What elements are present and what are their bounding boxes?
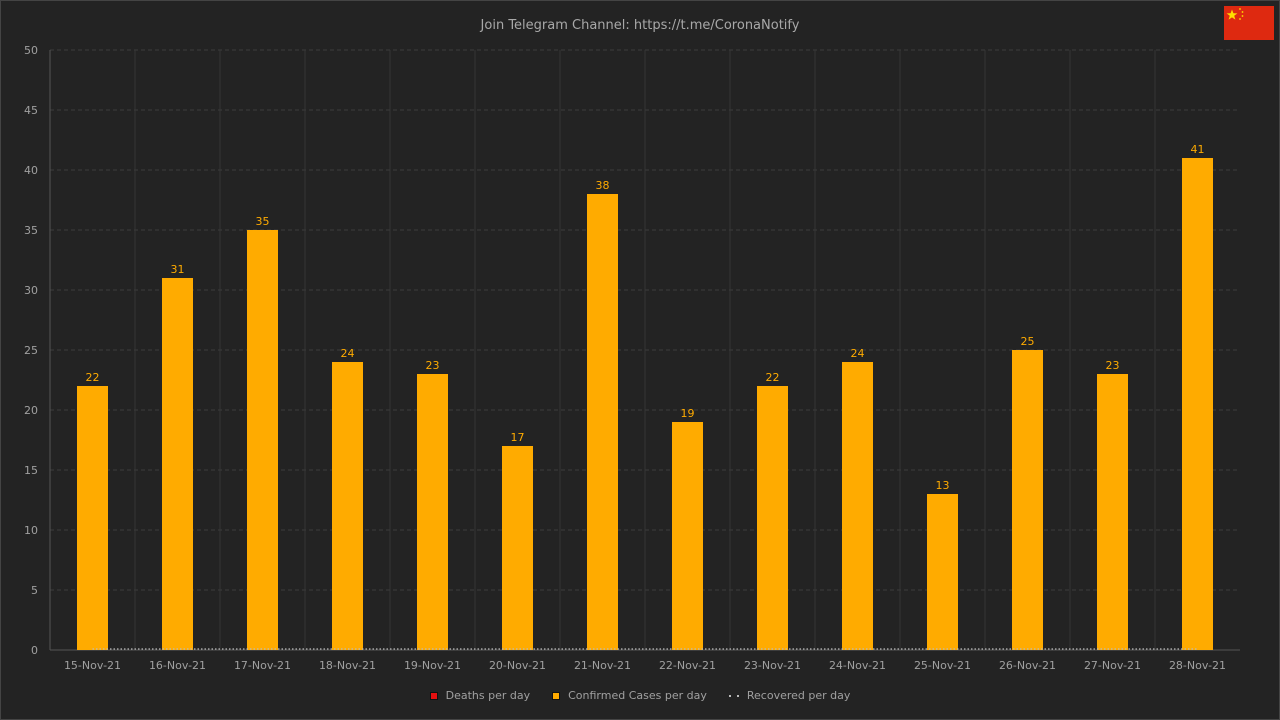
legend-item-deaths[interactable]: Deaths per day (429, 689, 531, 702)
x-tick-label: 22-Nov-21 (659, 659, 716, 672)
legend-item-confirmed[interactable]: Confirmed Cases per day (552, 689, 707, 702)
y-tick-label: 20 (24, 404, 38, 417)
x-tick-label: 17-Nov-21 (234, 659, 291, 672)
bar-confirmed (247, 230, 278, 650)
y-tick-label: 0 (31, 644, 38, 657)
legend-label-confirmed: Confirmed Cases per day (568, 689, 707, 702)
x-tick-label: 28-Nov-21 (1169, 659, 1226, 672)
bar-confirmed (162, 278, 193, 650)
data-label: 19 (681, 407, 695, 420)
bar-confirmed (672, 422, 703, 650)
y-tick-label: 25 (24, 344, 38, 357)
x-tick-label: 24-Nov-21 (829, 659, 886, 672)
data-label: 31 (171, 263, 185, 276)
legend-item-recovered[interactable]: Recovered per day (728, 689, 851, 702)
data-label: 25 (1021, 335, 1035, 348)
bar-confirmed (502, 446, 533, 650)
data-label: 22 (766, 371, 780, 384)
flag-big-star (1226, 9, 1238, 20)
x-tick-label: 19-Nov-21 (404, 659, 461, 672)
y-tick-label: 15 (24, 464, 38, 477)
bar-confirmed (1182, 158, 1213, 650)
legend-label-recovered: Recovered per day (746, 689, 851, 702)
y-tick-label: 50 (24, 44, 38, 57)
data-label: 41 (1191, 143, 1205, 156)
y-tick-label: 35 (24, 224, 38, 237)
y-tick-label: 30 (24, 284, 38, 297)
data-label: 24 (341, 347, 355, 360)
legend-swatch-deaths (429, 691, 438, 700)
x-tick-label: 23-Nov-21 (744, 659, 801, 672)
x-tick-label: 27-Nov-21 (1084, 659, 1141, 672)
data-label: 35 (256, 215, 270, 228)
data-label: 38 (596, 179, 610, 192)
bar-confirmed (417, 374, 448, 650)
data-label: 23 (1106, 359, 1120, 372)
bar-confirmed (1097, 374, 1128, 650)
bar-confirmed (587, 194, 618, 650)
x-tick-label: 25-Nov-21 (914, 659, 971, 672)
x-tick-label: 16-Nov-21 (149, 659, 206, 672)
legend-swatch-confirmed (552, 691, 561, 700)
x-tick-label: 21-Nov-21 (574, 659, 631, 672)
data-label: 13 (936, 479, 950, 492)
chart-legend: Deaths per day Confirmed Cases per day R… (0, 689, 1280, 702)
legend-swatch-recovered (728, 693, 739, 699)
y-tick-label: 10 (24, 524, 38, 537)
bar-confirmed (77, 386, 108, 650)
flag-small-star (1239, 8, 1241, 10)
flag-small-star (1241, 15, 1244, 17)
legend-label-deaths: Deaths per day (445, 689, 531, 702)
china-flag-icon (1224, 6, 1274, 40)
data-label: 17 (511, 431, 525, 444)
bar-confirmed (1012, 350, 1043, 650)
flag-small-star (1241, 11, 1244, 13)
data-label: 24 (851, 347, 865, 360)
x-tick-label: 18-Nov-21 (319, 659, 376, 672)
bar-confirmed (842, 362, 873, 650)
data-label: 22 (86, 371, 100, 384)
y-tick-label: 5 (31, 584, 38, 597)
x-tick-label: 15-Nov-21 (64, 659, 121, 672)
y-tick-label: 40 (24, 164, 38, 177)
x-tick-label: 20-Nov-21 (489, 659, 546, 672)
bar-confirmed (927, 494, 958, 650)
bar-confirmed (332, 362, 363, 650)
bar-confirmed (757, 386, 788, 650)
data-label: 23 (426, 359, 440, 372)
y-tick-label: 45 (24, 104, 38, 117)
x-tick-label: 26-Nov-21 (999, 659, 1056, 672)
flag-small-star (1239, 18, 1241, 20)
chart-title: Join Telegram Channel: https://t.me/Coro… (480, 18, 800, 33)
